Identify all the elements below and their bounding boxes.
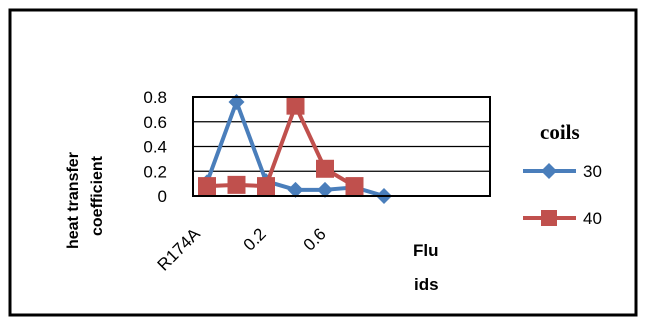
- y-axis-label-line1: heat transfer: [65, 152, 82, 249]
- y-tick-label-4: 0: [158, 187, 167, 206]
- series-40-point-4: [286, 96, 305, 115]
- y-axis-label-line2: coefficient: [89, 155, 106, 236]
- x-axis-label-line2: ids: [414, 275, 439, 294]
- legend-label-series-40: 40: [583, 209, 602, 228]
- legend: 30 40: [523, 162, 602, 228]
- series-40-point-5: [316, 159, 334, 178]
- plot-area-frame: [192, 96, 491, 197]
- series-30-point-5: [317, 181, 333, 198]
- legend-label-series-30: 30: [583, 162, 602, 181]
- y-tick-label-2: 0.4: [143, 138, 167, 157]
- legend-marker-series-30: [541, 163, 557, 179]
- y-tick-label-3: 0.2: [143, 162, 167, 181]
- x-axis-label-line1: Flu: [413, 241, 439, 260]
- series-40-point-3: [257, 177, 275, 196]
- y-tick-label-0: 0.8: [143, 88, 167, 107]
- legend-marker-series-40: [541, 210, 557, 226]
- legend-title: coils: [540, 120, 580, 144]
- y-axis-ticks: 0.8 0.6 0.4 0.2 0: [143, 88, 167, 206]
- series-40-point-6: [345, 177, 364, 196]
- series-40-point-2: [227, 175, 246, 194]
- series-40-point-1: [198, 177, 216, 196]
- series-40: [198, 96, 364, 196]
- series-30-point-4: [287, 181, 304, 198]
- y-tick-label-1: 0.6: [143, 113, 167, 132]
